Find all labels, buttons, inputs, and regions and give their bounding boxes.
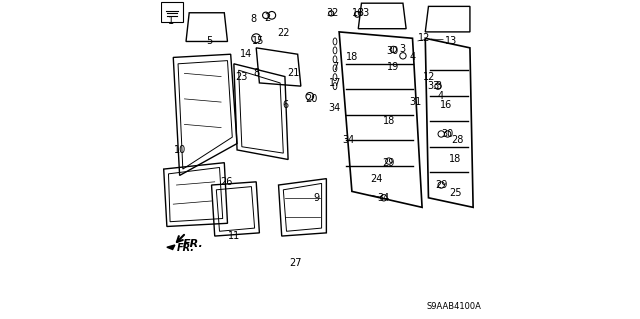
Text: 28: 28 [452,135,464,145]
Text: 32: 32 [326,8,339,19]
Text: 30: 30 [386,46,398,56]
Text: 26: 26 [221,177,233,187]
Text: 33: 33 [428,81,440,91]
Text: S9AAB4100A: S9AAB4100A [426,302,481,311]
Text: 22: 22 [277,28,289,39]
Text: 18: 18 [346,52,358,63]
Text: 8: 8 [253,68,259,78]
Text: 34: 34 [378,193,390,203]
Text: 24: 24 [371,174,383,184]
Text: 14: 14 [240,49,252,59]
Text: 16: 16 [352,8,364,18]
Text: 12: 12 [419,33,431,43]
Text: 9: 9 [313,193,319,203]
Text: 17: 17 [329,78,342,88]
Text: 34: 34 [328,103,340,114]
Text: 16: 16 [440,100,452,110]
Text: 29: 29 [383,158,395,168]
Text: 21: 21 [287,68,300,78]
Polygon shape [167,245,175,249]
Text: 12: 12 [423,71,435,82]
Text: 2: 2 [264,12,271,23]
Text: 8: 8 [250,14,256,24]
Text: 10: 10 [173,145,186,155]
Text: 4: 4 [410,52,415,63]
Text: FR.: FR. [183,239,204,249]
Text: 25: 25 [450,188,462,198]
Text: 18: 18 [383,116,396,126]
Text: 3: 3 [399,44,405,55]
Text: 5: 5 [206,36,212,47]
Text: 4: 4 [437,91,444,101]
Text: 31: 31 [410,97,422,107]
Text: 29: 29 [435,180,447,190]
Text: 11: 11 [228,231,240,241]
Text: 30: 30 [442,129,454,139]
Text: 33: 33 [357,8,369,18]
Text: 6: 6 [282,100,289,110]
Text: FR.: FR. [177,242,195,253]
Text: 13: 13 [445,36,457,47]
Text: 18: 18 [449,154,461,165]
Text: 23: 23 [236,71,248,82]
Text: 20: 20 [305,94,317,104]
Text: 27: 27 [289,258,301,268]
Text: 34: 34 [342,135,354,145]
Text: 19: 19 [387,62,399,72]
Text: 15: 15 [252,36,264,47]
Text: 1: 1 [168,16,174,26]
Text: 7: 7 [332,62,339,72]
Text: 3: 3 [435,81,441,91]
